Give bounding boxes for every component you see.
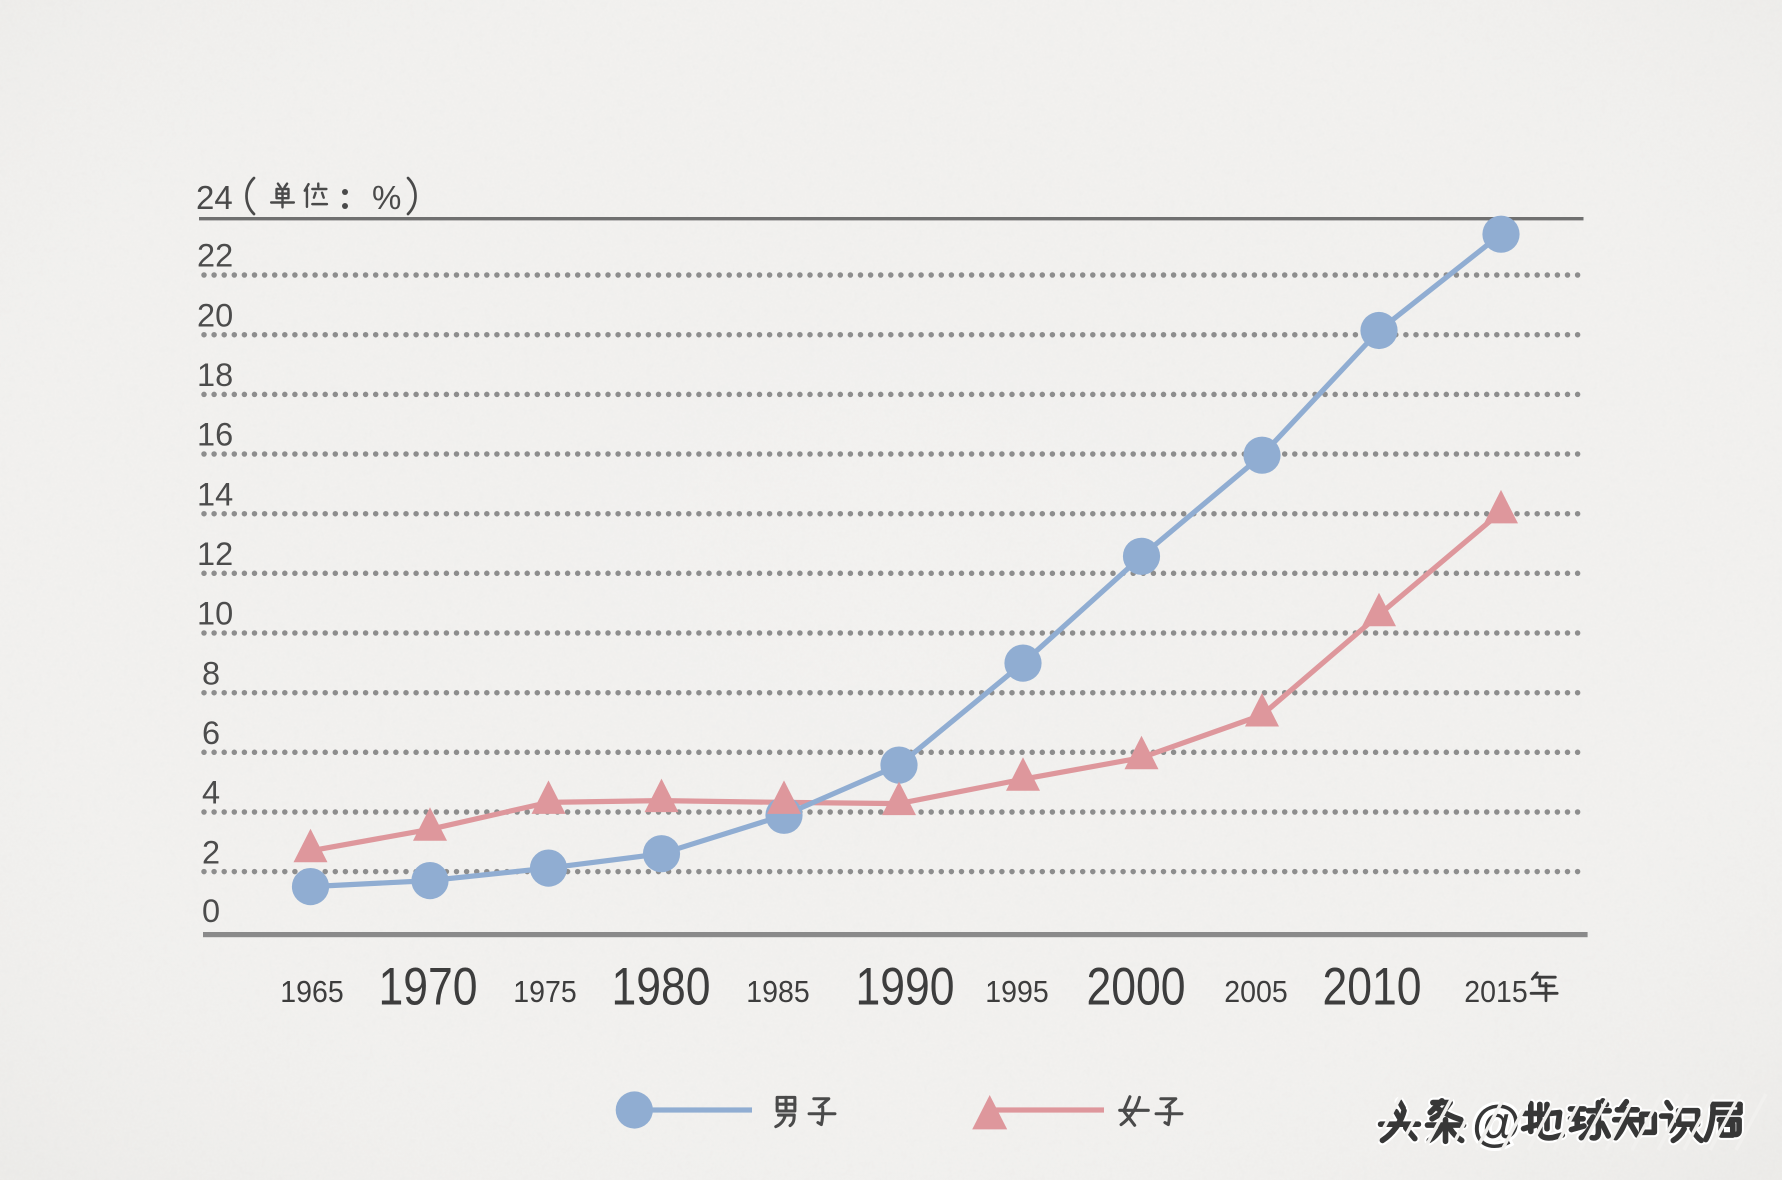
svg-text:24: 24 [196, 179, 233, 216]
svg-text:2000: 2000 [1086, 958, 1185, 1016]
svg-text:14: 14 [197, 476, 233, 512]
svg-text:1985: 1985 [746, 975, 809, 1009]
svg-text:0: 0 [202, 893, 220, 929]
svg-text:12: 12 [197, 536, 233, 572]
svg-text:8: 8 [202, 655, 220, 691]
svg-text:1980: 1980 [611, 958, 710, 1016]
svg-text:1970: 1970 [378, 958, 477, 1016]
svg-text:4: 4 [202, 775, 220, 811]
svg-text:1990: 1990 [855, 958, 954, 1016]
svg-text:16: 16 [197, 417, 233, 453]
svg-text:2015: 2015 [1464, 975, 1527, 1009]
svg-text:20: 20 [197, 297, 233, 333]
svg-text:18: 18 [197, 357, 233, 393]
svg-text:1995: 1995 [985, 975, 1048, 1009]
svg-text:6: 6 [202, 715, 220, 751]
svg-text:%: % [372, 179, 401, 216]
svg-text:1965: 1965 [280, 975, 343, 1009]
svg-text:2: 2 [202, 834, 220, 870]
svg-text:10: 10 [197, 596, 233, 632]
svg-text:1975: 1975 [513, 975, 576, 1009]
svg-text:2010: 2010 [1322, 958, 1421, 1016]
svg-text:2005: 2005 [1224, 975, 1287, 1009]
svg-text:22: 22 [197, 238, 233, 274]
